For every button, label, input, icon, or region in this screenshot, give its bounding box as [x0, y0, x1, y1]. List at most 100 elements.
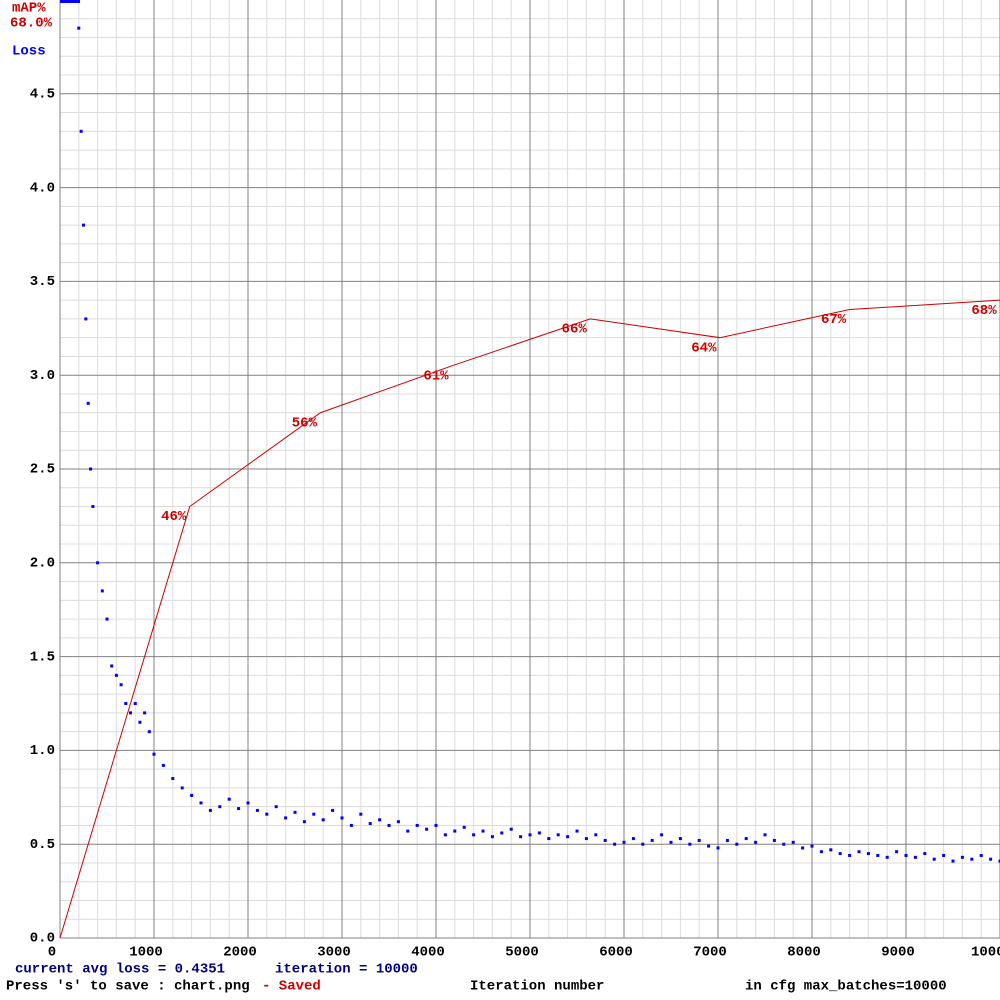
loss-point [932, 857, 936, 861]
legend-swatch [60, 0, 80, 3]
loss-point [866, 852, 870, 856]
status-iteration: iteration = 10000 [275, 962, 418, 978]
loss-point [171, 777, 175, 781]
loss-point [199, 801, 203, 805]
loss-point [913, 855, 917, 859]
map-value-label: 68% [971, 303, 997, 319]
loss-point [284, 816, 288, 820]
loss-point [556, 833, 560, 837]
loss-point [688, 842, 692, 846]
loss-point [161, 763, 165, 767]
loss-point [707, 844, 711, 848]
loss-point [829, 848, 833, 852]
loss-point [119, 683, 123, 687]
loss-point [923, 852, 927, 856]
loss-point [368, 822, 372, 826]
x-tick-label: 0 [48, 945, 56, 961]
loss-point [82, 223, 85, 227]
y-tick-label: 2.0 [30, 556, 55, 572]
loss-point [129, 711, 132, 715]
loss-point [143, 711, 147, 715]
loss-point [970, 857, 974, 861]
map-line [59, 299, 1000, 939]
loss-point [443, 833, 447, 837]
loss-point [951, 859, 955, 863]
loss-point [84, 317, 88, 321]
loss-point [519, 835, 523, 839]
loss-point [801, 846, 805, 850]
loss-point [613, 842, 617, 846]
loss-point [885, 855, 889, 859]
loss-point [91, 505, 95, 509]
loss-point [152, 752, 156, 756]
loss-point [754, 840, 758, 844]
loss-point [79, 129, 83, 133]
loss-point [819, 850, 823, 854]
loss-point [791, 840, 795, 844]
loss-point [660, 833, 664, 837]
loss-point [378, 818, 382, 822]
loss-point [77, 26, 81, 30]
loss-point [528, 833, 532, 837]
loss-point [147, 730, 151, 734]
loss-point [904, 853, 908, 857]
loss-point [735, 842, 739, 846]
map-value-label: 56% [292, 415, 318, 431]
x-tick-label: 5000 [505, 945, 539, 961]
loss-point [180, 786, 184, 790]
map-axis-label: mAP% [12, 1, 46, 17]
loss-point [434, 823, 438, 827]
loss-point [218, 805, 222, 809]
loss-point [246, 801, 250, 805]
loss-point [998, 859, 1000, 863]
loss-point [641, 842, 645, 846]
loss-point [631, 837, 635, 841]
loss-point [124, 702, 128, 705]
loss-point [138, 720, 142, 724]
loss-axis-label: Loss [12, 44, 46, 60]
map-current: 68.0% [10, 16, 53, 32]
x-tick-label: 10000 [971, 945, 1000, 961]
save-hint: Press 's' to save : chart.png [6, 979, 250, 995]
loss-point [575, 829, 579, 833]
loss-point [584, 837, 588, 841]
loss-point [782, 842, 786, 846]
loss-point [237, 807, 241, 811]
loss-point [622, 840, 626, 844]
y-tick-label: 4.0 [30, 180, 55, 196]
loss-point [396, 820, 400, 824]
y-tick-label: 1.5 [30, 649, 55, 665]
loss-point [227, 797, 231, 801]
loss-point [481, 829, 485, 833]
loss-point [509, 827, 513, 831]
loss-point [744, 837, 748, 841]
loss-point [942, 853, 946, 857]
loss-point [725, 838, 729, 842]
status-loss: current avg loss = 0.4351 [15, 962, 225, 978]
loss-point [274, 805, 278, 809]
map-value-label: 61% [423, 369, 449, 385]
plot-marks: 46% 56% 61% 66% 64% 67% 68% [59, 26, 1000, 939]
loss-point [678, 837, 682, 841]
loss-point [697, 838, 701, 842]
x-tick-label: 1000 [129, 945, 163, 961]
loss-point [359, 812, 363, 816]
loss-point [208, 808, 212, 812]
loss-point [293, 810, 297, 814]
map-value-label: 67% [821, 312, 847, 328]
loss-point [462, 825, 466, 829]
x-tick-label: 4000 [411, 945, 445, 961]
y-tick-label: 2.5 [30, 462, 55, 478]
x-tick-label: 9000 [881, 945, 915, 961]
map-value-label: 66% [562, 322, 588, 338]
loss-point [669, 840, 673, 844]
loss-point [105, 617, 109, 621]
loss-point [114, 673, 118, 677]
x-tick-label: 8000 [787, 945, 821, 961]
loss-point [650, 838, 654, 842]
max-batches: in cfg max_batches=10000 [745, 979, 947, 995]
loss-point [472, 833, 476, 837]
x-tick-label: 7000 [693, 945, 727, 961]
